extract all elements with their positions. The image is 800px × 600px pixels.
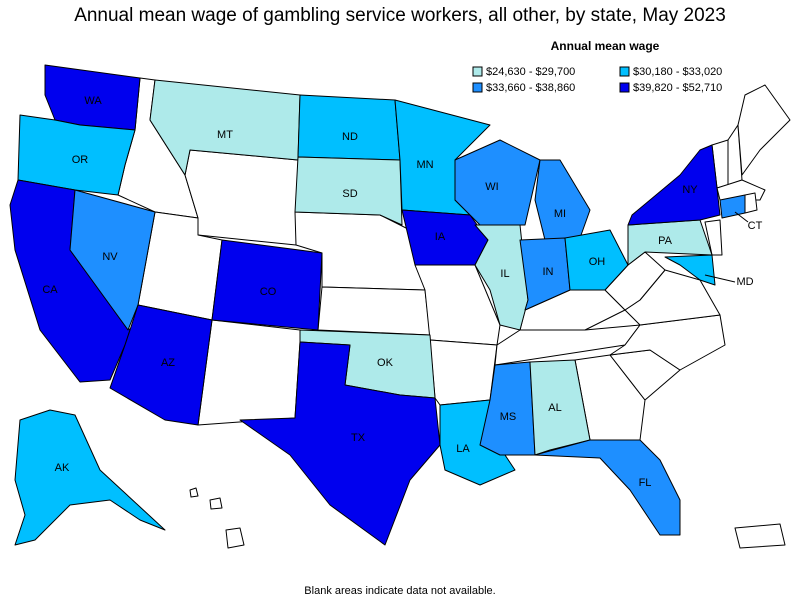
state <box>297 94 401 161</box>
state-label: LA <box>456 443 470 455</box>
states <box>9 64 791 549</box>
state-label: MI <box>554 208 566 220</box>
state-label: IA <box>435 231 446 243</box>
state <box>704 219 723 256</box>
state <box>534 159 591 241</box>
state-label: NV <box>102 251 118 263</box>
state-label: OR <box>72 154 89 166</box>
state <box>197 319 301 426</box>
legend-label: $24,630 - $29,700 <box>486 66 575 78</box>
state-label: PA <box>658 235 673 247</box>
state <box>317 286 431 336</box>
state <box>189 487 199 498</box>
legend-swatch <box>619 82 630 93</box>
state <box>14 409 166 546</box>
state-label: NY <box>682 184 698 196</box>
state <box>744 192 758 214</box>
state <box>69 189 156 331</box>
state-label: AK <box>55 462 70 474</box>
state-label: WI <box>485 181 498 193</box>
state-label: IN <box>543 266 554 278</box>
legend-swatch <box>472 82 483 93</box>
legend-title: Annual mean wage <box>551 39 660 53</box>
state <box>211 239 323 331</box>
state <box>534 439 681 536</box>
state-label: CT <box>748 220 763 232</box>
state <box>664 254 716 286</box>
state-label: OK <box>377 357 394 369</box>
state-label: CO <box>260 286 277 298</box>
legend-swatch <box>619 66 630 77</box>
legend-swatch <box>472 66 483 77</box>
state <box>627 144 721 226</box>
state <box>429 339 498 406</box>
state-label: MN <box>416 159 433 171</box>
state <box>734 523 786 549</box>
state-label: MT <box>217 129 233 141</box>
state <box>225 527 245 549</box>
state <box>719 194 746 219</box>
state <box>294 156 403 226</box>
state-label: FL <box>639 477 652 489</box>
state-label: AZ <box>161 357 175 369</box>
state-label: MD <box>736 276 753 288</box>
state <box>564 229 629 291</box>
state <box>737 84 791 176</box>
state-labels: MT SD IL AL OK PA OR ND MN OH LA AK MD N… <box>42 95 762 489</box>
leader-line <box>734 211 749 223</box>
state-label: IL <box>500 268 509 280</box>
leader-line <box>704 274 736 283</box>
state-label: SD <box>342 188 357 200</box>
state <box>109 304 213 426</box>
state-label: TX <box>351 432 366 444</box>
legend-label: $33,660 - $38,860 <box>486 82 575 94</box>
legend-label: $30,180 - $33,020 <box>633 66 722 78</box>
state-label: AL <box>548 402 561 414</box>
state-label: WA <box>84 95 102 107</box>
state-label: ND <box>342 131 358 143</box>
state-label: MS <box>500 411 517 423</box>
legend: $24,630 - $29,700 $30,180 - $33,020 $33,… <box>472 66 722 94</box>
legend-label: $39,820 - $52,710 <box>633 82 722 94</box>
map-title: Annual mean wage of gambling service wor… <box>74 5 726 26</box>
state <box>184 149 299 246</box>
state <box>239 341 441 546</box>
state-label: OH <box>589 256 606 268</box>
state-label: CA <box>42 284 58 296</box>
state <box>519 237 571 311</box>
footnote: Blank areas indicate data not available. <box>304 585 495 597</box>
state <box>209 497 223 510</box>
